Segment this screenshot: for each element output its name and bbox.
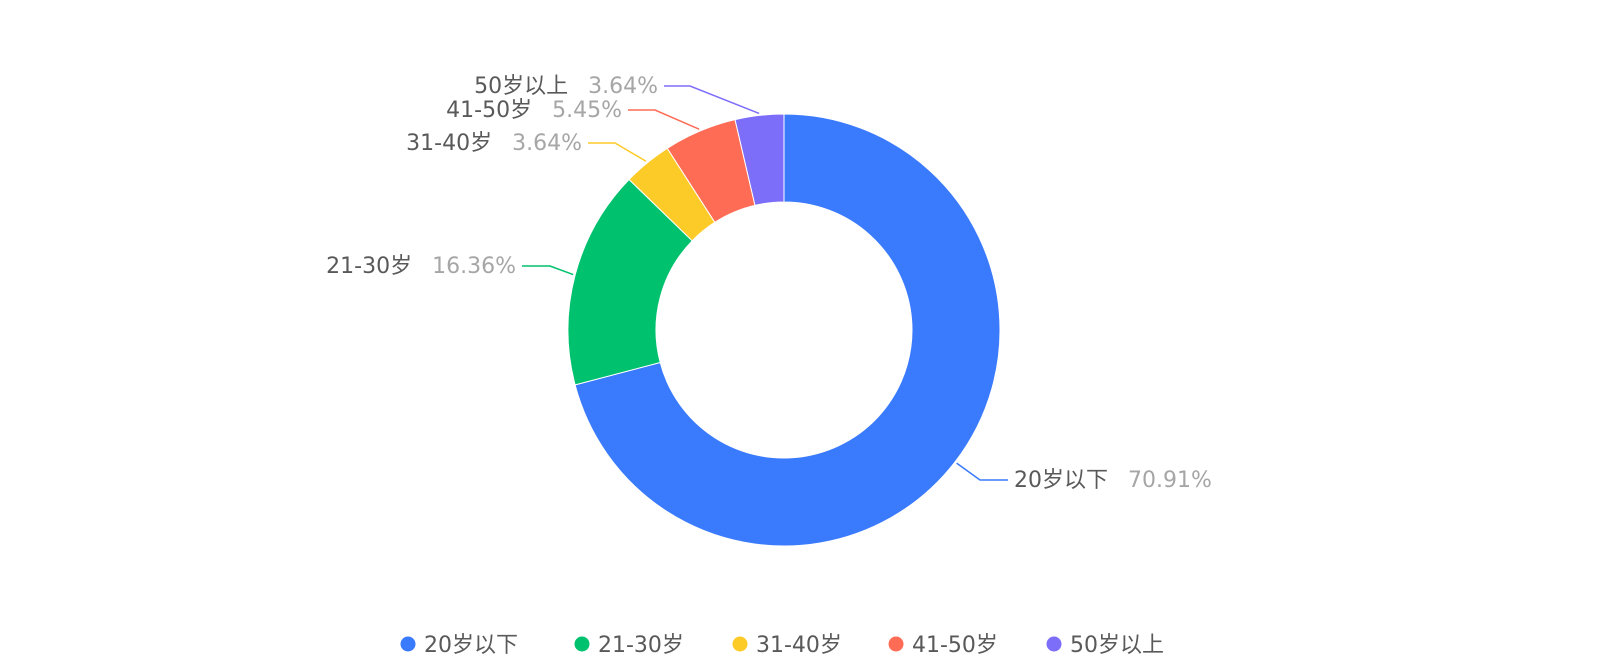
slice-label-name: 41-50岁 bbox=[446, 98, 532, 123]
slice-label-name: 21-30岁 bbox=[326, 254, 412, 279]
slice-label-3: 31-40岁 3.64% bbox=[406, 131, 582, 156]
legend-item-3[interactable]: 31-40岁 bbox=[732, 633, 842, 658]
legend-dot bbox=[1046, 636, 1062, 652]
slice-label-percent: 16.36% bbox=[432, 254, 516, 279]
legend-dot bbox=[574, 636, 590, 652]
legend-dot bbox=[732, 636, 748, 652]
donut-slice-2[interactable] bbox=[567, 178, 693, 386]
slice-label-name: 31-40岁 bbox=[406, 131, 492, 156]
donut-slice-5[interactable] bbox=[734, 113, 785, 206]
legend-label: 20岁以下 bbox=[424, 633, 518, 658]
legend-item-5[interactable]: 50岁以上 bbox=[1046, 633, 1165, 658]
donut-slice-1[interactable] bbox=[574, 113, 1001, 547]
legend-dot bbox=[888, 636, 904, 652]
legend-label: 31-40岁 bbox=[756, 633, 842, 658]
legend-label: 41-50岁 bbox=[912, 633, 998, 658]
leader-line-1 bbox=[956, 462, 1008, 481]
legend: 20岁以下 21-30岁 31-40岁 41-50岁 50岁以上 bbox=[400, 633, 1165, 658]
slice-label-name: 50岁以上 bbox=[474, 74, 568, 99]
leader-line-5 bbox=[664, 85, 760, 115]
legend-item-1[interactable]: 20岁以下 bbox=[400, 633, 519, 658]
leader-line-4 bbox=[628, 109, 700, 130]
slice-label-percent: 70.91% bbox=[1128, 468, 1212, 493]
legend-item-2[interactable]: 21-30岁 bbox=[574, 633, 684, 658]
leader-line-3 bbox=[588, 142, 647, 162]
slice-label-2: 21-30岁 16.36% bbox=[326, 254, 516, 279]
leader-line-2 bbox=[522, 265, 574, 276]
legend-label: 21-30岁 bbox=[598, 633, 684, 658]
donut-slices bbox=[567, 113, 1001, 547]
slice-label-5: 50岁以上 3.64% bbox=[474, 74, 658, 99]
legend-label: 50岁以上 bbox=[1070, 633, 1164, 658]
slice-label-percent: 5.45% bbox=[552, 98, 622, 123]
legend-dot bbox=[400, 636, 416, 652]
slice-label-1: 20岁以下 70.91% bbox=[1014, 468, 1212, 493]
slice-label-percent: 3.64% bbox=[588, 74, 658, 99]
label-leader-lines bbox=[522, 85, 1008, 481]
slice-label-4: 41-50岁 5.45% bbox=[446, 98, 622, 123]
slice-labels: 20岁以下 70.91%21-30岁 16.36%31-40岁 3.64%41-50岁… bbox=[326, 74, 1212, 493]
slice-label-percent: 3.64% bbox=[512, 131, 582, 156]
slice-label-name: 20岁以下 bbox=[1014, 468, 1108, 493]
legend-item-4[interactable]: 41-50岁 bbox=[888, 633, 998, 658]
